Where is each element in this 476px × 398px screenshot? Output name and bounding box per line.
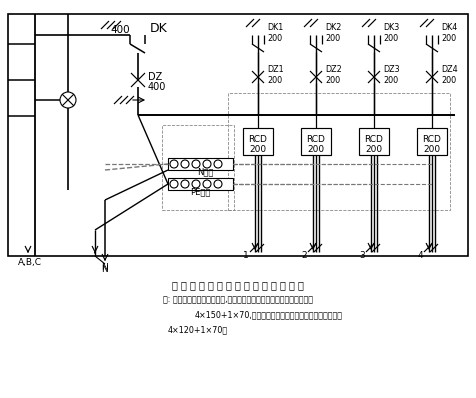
Text: 注: 上图为总配电箱前接线图,由电源接入总配电箱的电缆为橡套软电缆: 注: 上图为总配电箱前接线图,由电源接入总配电箱的电缆为橡套软电缆: [163, 295, 312, 304]
Bar: [162, 125, 234, 210]
Circle shape: [180, 160, 188, 168]
Text: RCD: RCD: [248, 135, 267, 144]
Text: 4: 4: [416, 250, 422, 259]
Circle shape: [60, 92, 76, 108]
Bar: [358, 128, 388, 155]
Text: 总 配 电 箱 及 分 路 漏 电 保 护 器 系 统 图: 总 配 电 箱 及 分 路 漏 电 保 护 器 系 统 图: [172, 280, 303, 290]
Text: N: N: [101, 265, 108, 275]
Text: 3: 3: [358, 250, 364, 259]
Text: 200: 200: [365, 146, 382, 154]
Text: DZ3
200: DZ3 200: [382, 65, 399, 85]
Circle shape: [192, 180, 199, 188]
Text: RCD: RCD: [306, 135, 325, 144]
Bar: [416, 128, 446, 155]
Text: N: N: [101, 263, 108, 273]
Circle shape: [214, 160, 221, 168]
Bar: [242, 128, 272, 155]
Text: 4×150+1×70,总配电箱连接各分配箱的电缆为橡套软电缆: 4×150+1×70,总配电箱连接各分配箱的电缆为橡套软电缆: [195, 310, 342, 320]
Text: A,B,C: A,B,C: [18, 258, 42, 267]
Text: 400: 400: [148, 82, 166, 92]
Bar: [168, 178, 232, 190]
Circle shape: [203, 160, 210, 168]
Text: 200: 200: [423, 146, 440, 154]
Text: RCD: RCD: [422, 135, 440, 144]
Text: DK: DK: [149, 21, 168, 35]
Text: DK3
200: DK3 200: [382, 23, 398, 43]
Text: DZ1
200: DZ1 200: [267, 65, 283, 85]
Text: DK1
200: DK1 200: [267, 23, 283, 43]
Text: DK2
200: DK2 200: [324, 23, 341, 43]
Text: 400: 400: [110, 25, 129, 35]
Bar: [228, 93, 449, 210]
Text: PE排板: PE排板: [189, 187, 210, 197]
Circle shape: [180, 180, 188, 188]
Text: DK4
200: DK4 200: [440, 23, 456, 43]
Text: 200: 200: [249, 146, 266, 154]
Circle shape: [203, 180, 210, 188]
Circle shape: [192, 160, 199, 168]
Text: N排板: N排板: [197, 168, 213, 176]
Circle shape: [214, 180, 221, 188]
Text: 200: 200: [307, 146, 324, 154]
Bar: [8, 14, 467, 256]
Bar: [300, 128, 330, 155]
Text: DZ2
200: DZ2 200: [324, 65, 341, 85]
Text: DZ4
200: DZ4 200: [440, 65, 456, 85]
Bar: [168, 158, 232, 170]
Text: 2: 2: [300, 250, 306, 259]
Text: 1: 1: [243, 250, 248, 259]
Text: 4×120+1×70。: 4×120+1×70。: [168, 326, 228, 334]
Circle shape: [169, 180, 178, 188]
Text: RCD: RCD: [364, 135, 383, 144]
Text: DZ: DZ: [148, 72, 162, 82]
Circle shape: [169, 160, 178, 168]
